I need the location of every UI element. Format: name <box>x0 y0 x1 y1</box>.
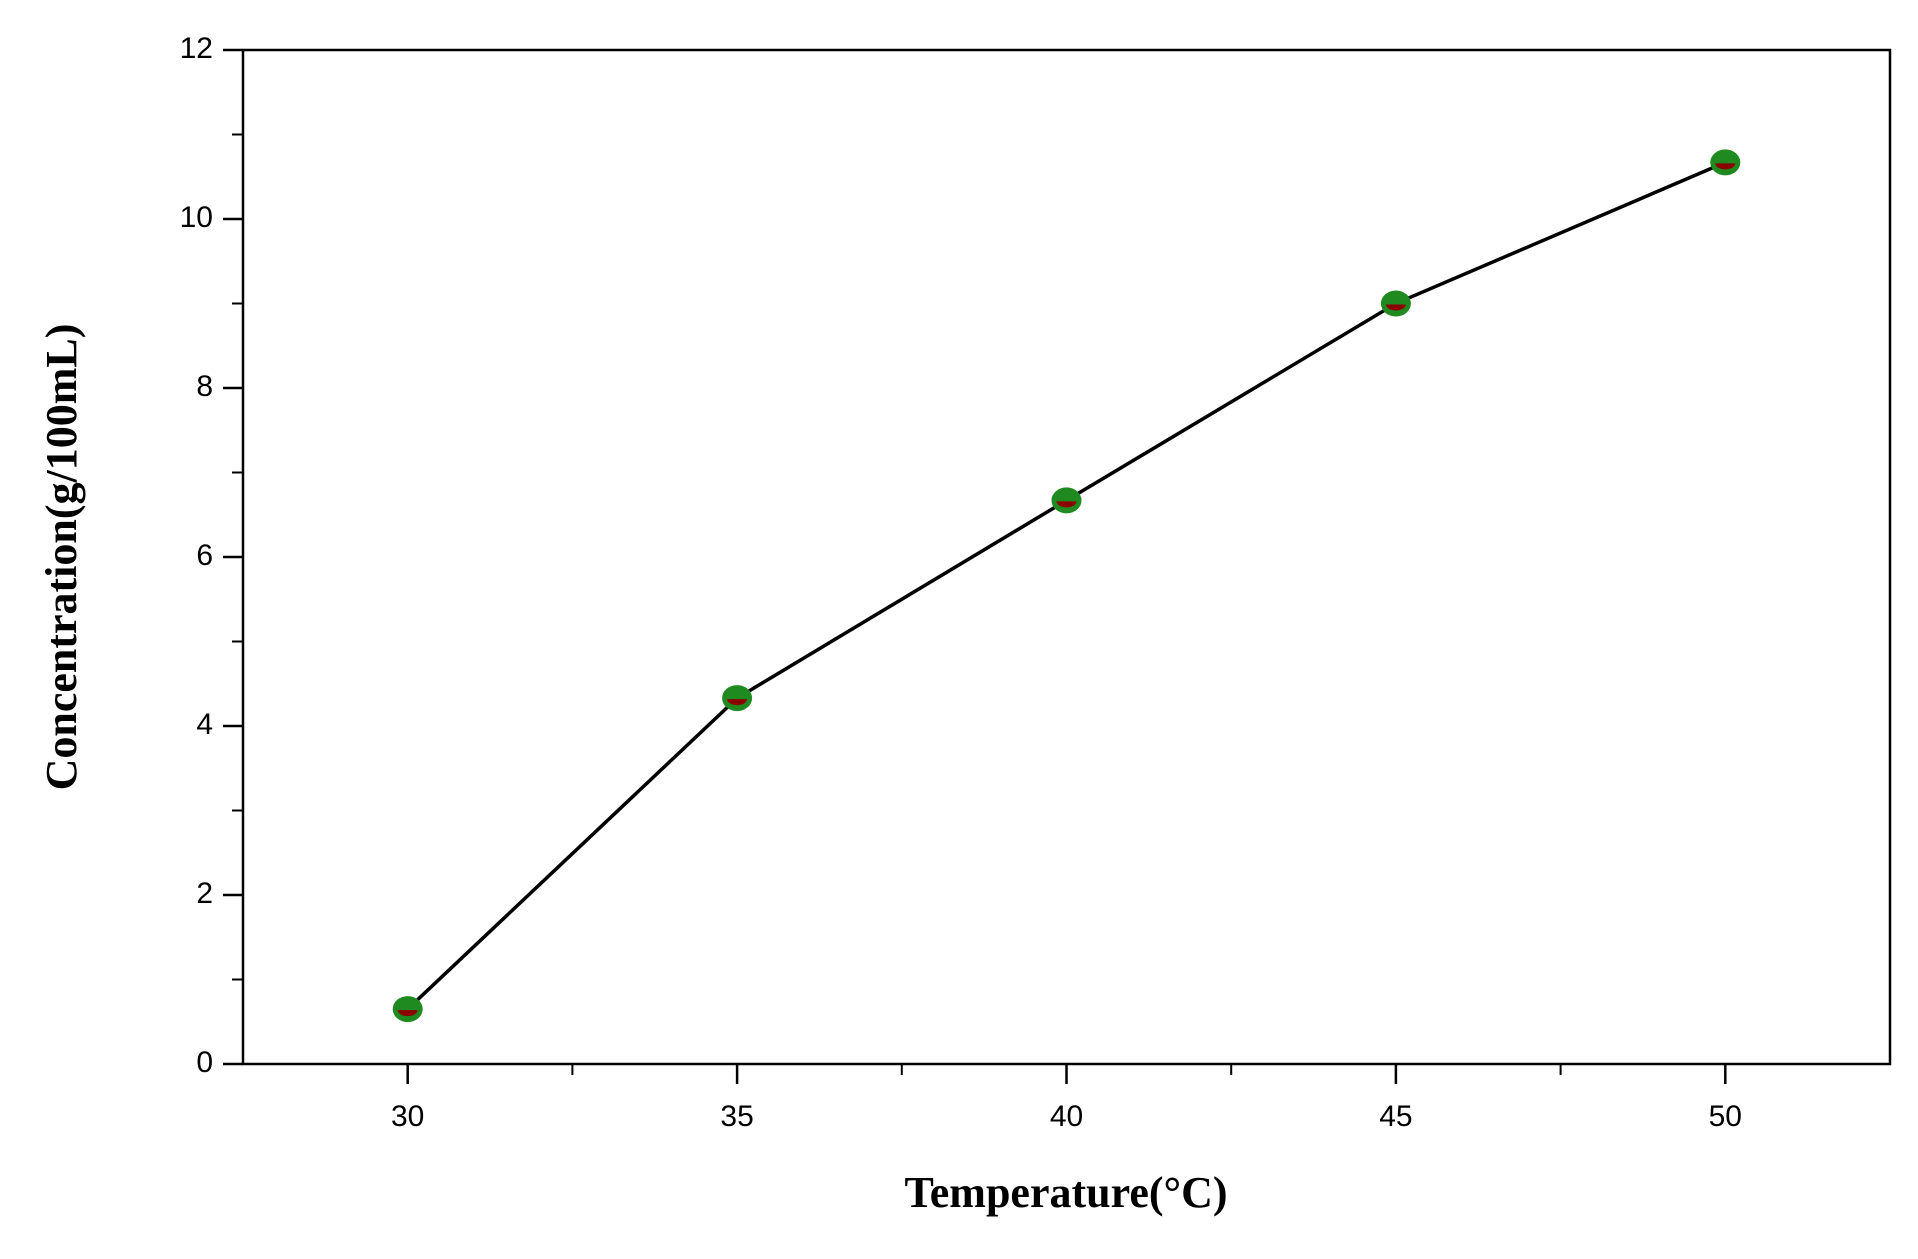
x-tick-label: 50 <box>1709 1100 1742 1133</box>
data-point <box>722 685 753 712</box>
data-point <box>392 996 423 1023</box>
y-tick-label: 0 <box>196 1046 213 1079</box>
marker-shade <box>1715 163 1736 170</box>
y-axis-title: Concentration(g/100mL) <box>37 324 86 791</box>
marker-body <box>1380 290 1411 317</box>
marker-shade <box>1056 501 1077 508</box>
x-tick-label: 35 <box>720 1100 753 1133</box>
x-tick-label: 40 <box>1050 1100 1083 1133</box>
y-tick-label: 6 <box>196 539 213 572</box>
marker-body <box>1710 149 1741 176</box>
marker-shade <box>397 1010 418 1017</box>
y-tick-label: 4 <box>196 708 213 741</box>
y-tick-label: 2 <box>196 877 213 910</box>
x-tick-label: 45 <box>1379 1100 1412 1133</box>
marker-body <box>1051 487 1082 514</box>
y-tick-label: 10 <box>180 201 213 234</box>
data-point <box>1380 290 1411 317</box>
plot-frame <box>241 48 1892 1066</box>
marker-body <box>722 685 753 712</box>
data-point <box>1710 149 1741 176</box>
y-tick-label: 12 <box>180 32 213 65</box>
x-tick-label: 30 <box>391 1100 424 1133</box>
marker-shade <box>1385 304 1406 311</box>
marker-shade <box>727 699 748 706</box>
x-axis-title: Temperature(°C) <box>904 1168 1227 1217</box>
y-tick-label: 8 <box>196 370 213 403</box>
marker-body <box>392 996 423 1023</box>
data-line <box>406 160 1726 1011</box>
data-point <box>1051 487 1082 514</box>
